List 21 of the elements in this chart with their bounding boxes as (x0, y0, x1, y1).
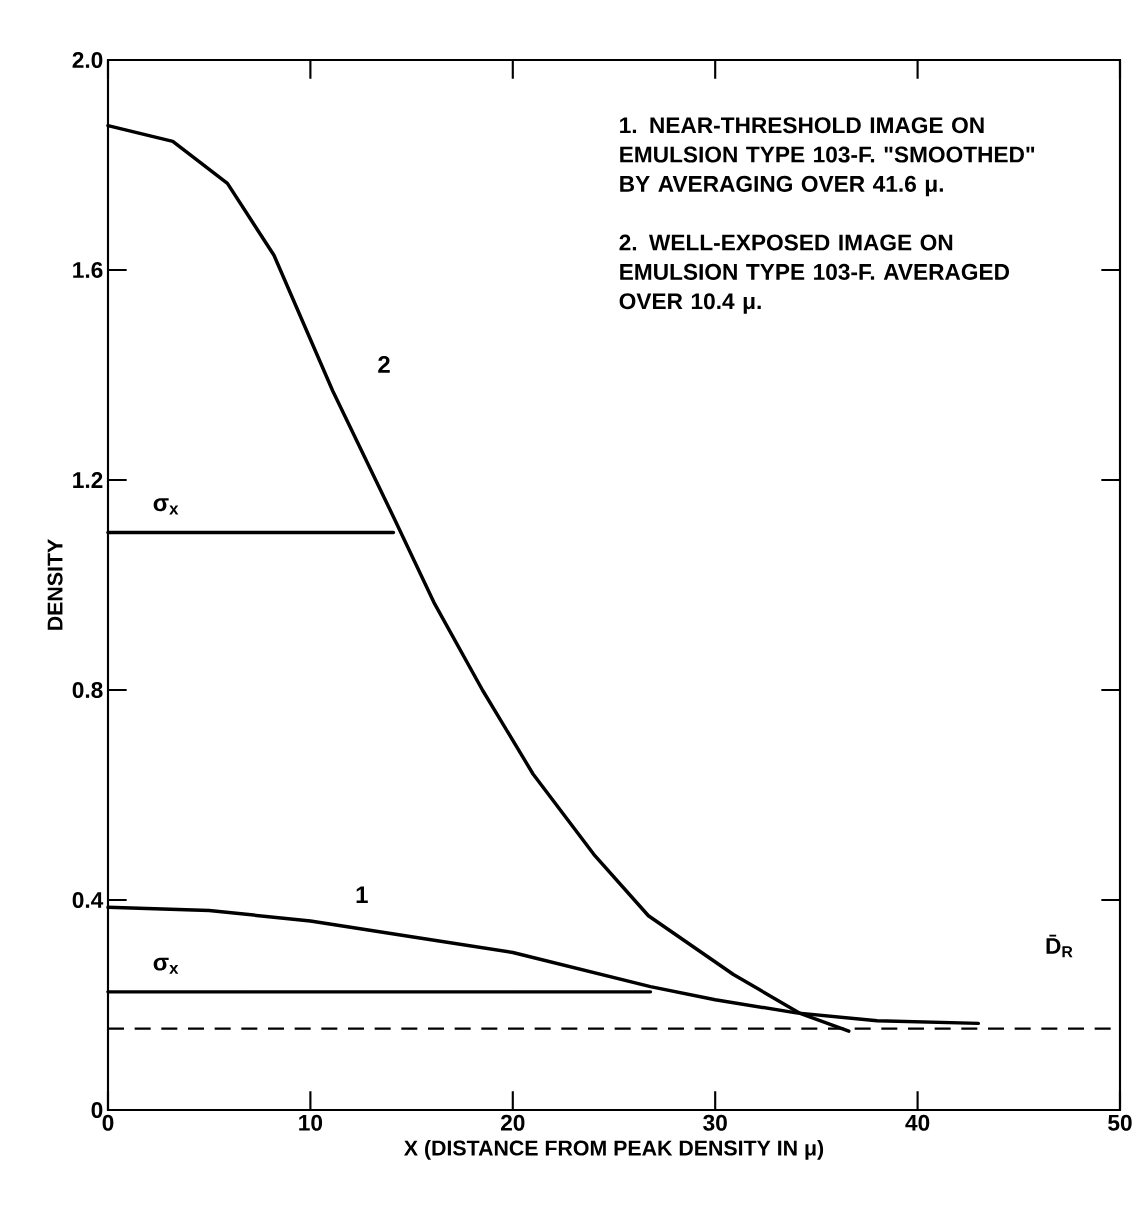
x-tick-label: 20 (500, 1114, 525, 1131)
x-tick-label: 10 (299, 1114, 323, 1131)
annotation: 2. WELL-EXPOSED IMAGE ON EMULSION TYPE 103-F. AVERAGED OVER 10.4 μ. (619, 234, 1010, 314)
annotation: σ$_{x}$ (153, 498, 179, 515)
annotation: σ$_{x}$ (153, 957, 179, 974)
y-tick-label: 0.4 (72, 891, 104, 909)
annotation: 1. NEAR-THRESHOLD IMAGE ON EMULSION TYPE 103-F. "SMOOTHED" BY AVERAGING OVER 41.6 μ. (620, 117, 1035, 197)
x-tick-label: 50 (1108, 1114, 1132, 1131)
x-tick-label: 40 (905, 1114, 930, 1131)
y-tick-label: 1.2 (73, 472, 103, 488)
y-tick-label: 1.6 (73, 261, 103, 279)
x-tick-label: 30 (703, 1114, 727, 1131)
x-tick-label: 0 (102, 1114, 114, 1131)
y-tick-label: 2.0 (72, 51, 103, 69)
annotation: 2 (378, 355, 390, 373)
y-tick-label: 0.8 (72, 681, 103, 699)
y-tick-label: 0 (91, 1101, 103, 1119)
ref-line-label: D̄$_{R}$ (1046, 934, 1073, 958)
annotation: 1 (356, 886, 368, 903)
x-axis-title: X (DISTANCE FROM PEAK DENSITY IN μ) (404, 1139, 824, 1160)
y-axis-title: DENSITY (47, 539, 63, 630)
